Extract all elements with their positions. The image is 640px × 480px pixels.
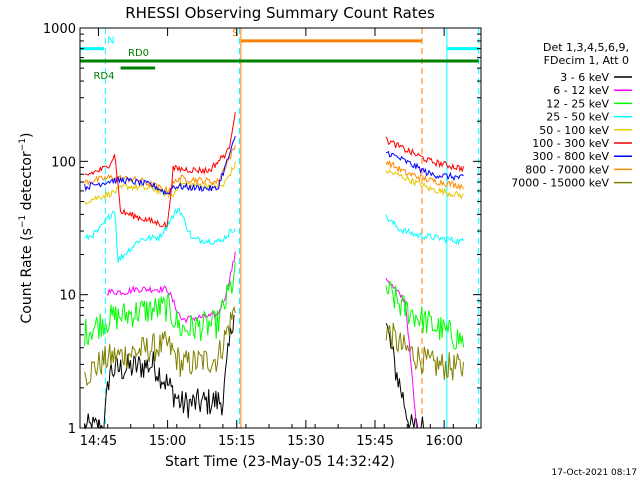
series-line-7	[84, 145, 236, 194]
series-line-0	[84, 314, 235, 430]
series-line-3	[84, 207, 236, 264]
y-tick-label-0: 1	[68, 422, 76, 437]
legend-label-7: 800 - 7000 keV	[525, 163, 609, 176]
series-line-2	[84, 261, 236, 347]
x-tick-label-3: 15:30	[287, 434, 324, 449]
series-line-5	[84, 112, 236, 229]
legend-label-0: 3 - 6 keV	[560, 71, 609, 84]
series-line-after-gap-3	[385, 214, 464, 246]
y-tick-label-3: 1000	[43, 22, 76, 37]
series-line-4	[84, 161, 236, 206]
series-line-after-gap-7	[385, 160, 464, 191]
series-line-after-gap-0	[385, 323, 425, 429]
y-axis-label: Count Rate (s−1 detector−1)	[18, 133, 35, 324]
legend-label-6: 300 - 800 keV	[532, 150, 609, 163]
x-tick-label-2: 15:15	[218, 434, 255, 449]
y-axis-label-exponent-2: −1	[18, 138, 28, 151]
flag-label-0: N	[107, 36, 114, 47]
timestamp: 17-Oct-2021 08:17	[552, 468, 637, 478]
legend-label-8: 7000 - 15000 keV	[511, 177, 609, 190]
y-tick-label-1: 10	[59, 289, 76, 304]
flag-label-3: RD4	[93, 71, 114, 82]
legend: Det 1,3,4,5,6,9,FDecim 1, Att 0 3 - 6 keV…	[511, 41, 632, 190]
legend-header-0: Det 1,3,4,5,6,9,	[543, 41, 629, 54]
x-tick-label-5: 16:00	[425, 434, 462, 449]
series-line-after-gap-4	[385, 169, 464, 200]
legend-label-5: 100 - 300 keV	[532, 137, 609, 150]
legend-header-1: FDecim 1, Att 0	[544, 54, 629, 67]
plot-frame	[79, 27, 482, 429]
series-line-after-gap-5	[385, 136, 464, 173]
y-axis-label-middle: detector	[19, 151, 35, 215]
series-line-after-gap-6	[386, 150, 464, 182]
x-tick-label-0: 14:45	[80, 434, 117, 449]
x-tick-label-1: 15:00	[149, 434, 186, 449]
chart-title: RHESSI Observing Summary Count Rates	[125, 4, 435, 22]
y-axis-label-exponent: −1	[18, 215, 28, 228]
legend-label-1: 6 - 12 keV	[553, 84, 609, 97]
series-line-after-gap-8	[385, 322, 464, 381]
series-line-after-gap-2	[385, 280, 464, 350]
series-line-6	[84, 136, 236, 196]
legend-label-3: 25 - 50 keV	[546, 111, 609, 124]
y-axis-label-main: Count Rate (s	[19, 228, 35, 323]
x-axis-label: Start Time (23-May-05 14:32:42)	[165, 454, 395, 470]
x-tick-label-4: 15:45	[356, 434, 393, 449]
legend-label-2: 12 - 25 keV	[546, 97, 609, 110]
flag-label-4: S	[232, 28, 238, 39]
flag-label-2: RD0	[128, 48, 149, 59]
legend-label-4: 50 - 100 keV	[539, 124, 609, 137]
series-line-8	[84, 305, 236, 387]
y-axis-label-end: )	[19, 133, 35, 138]
series-line-1	[106, 251, 236, 324]
y-tick-label-2: 100	[51, 155, 76, 170]
